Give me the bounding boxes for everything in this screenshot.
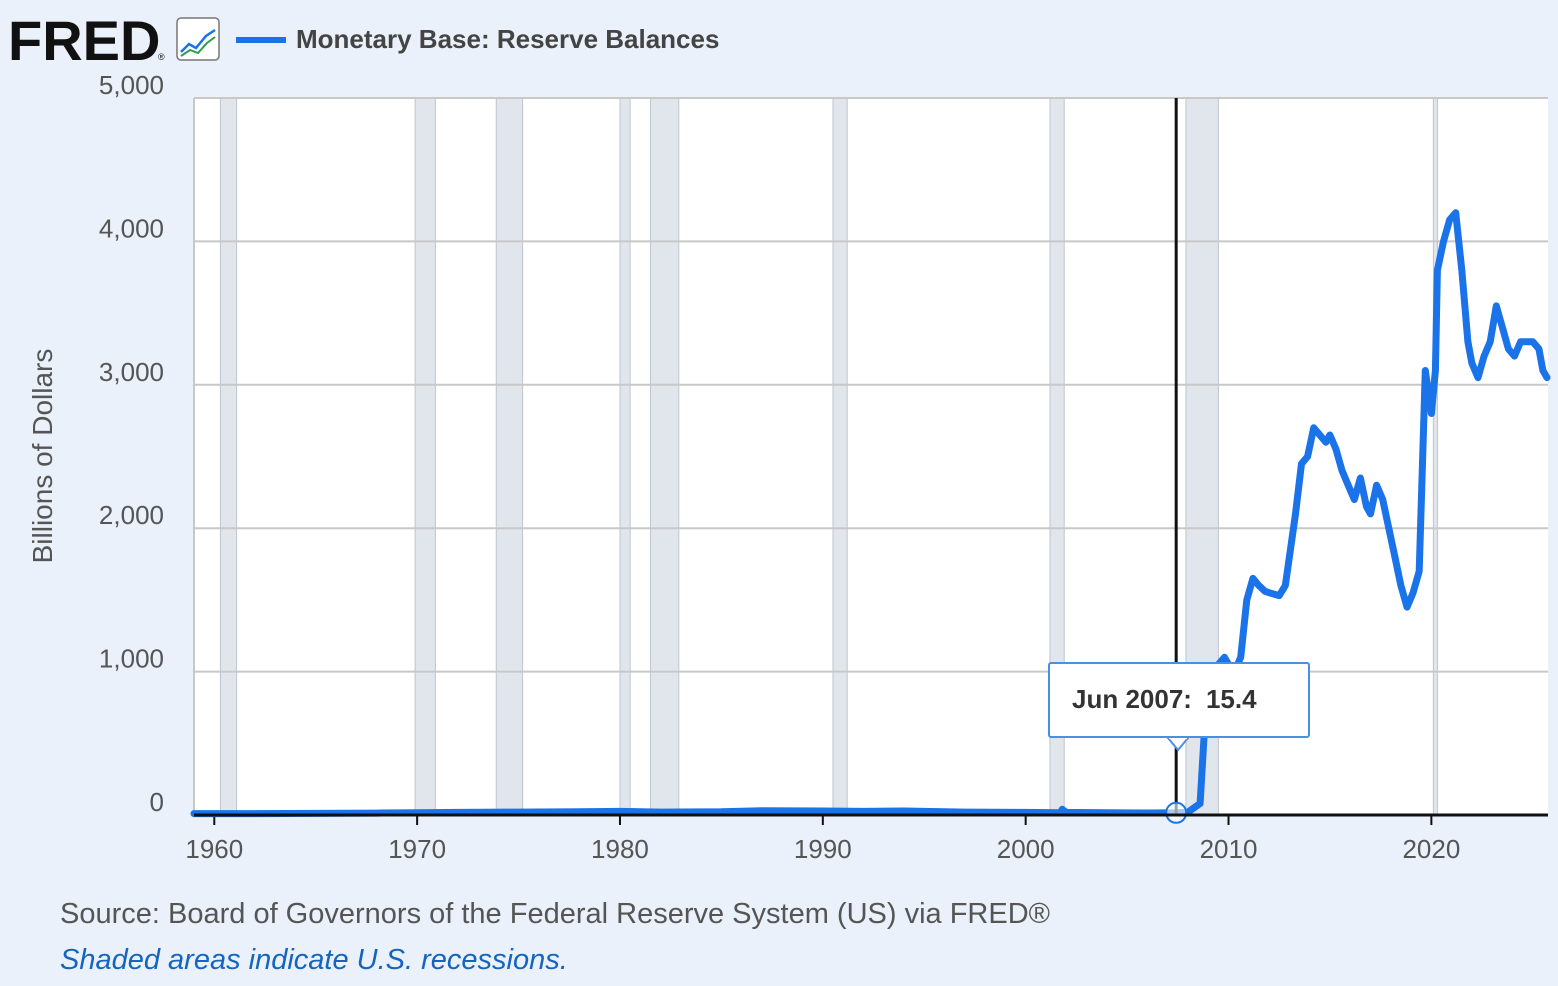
grid-lines <box>193 97 1548 815</box>
chart-type-icon[interactable] <box>176 17 220 61</box>
y-axis-label: Billions of Dollars <box>27 349 58 564</box>
fred-logo[interactable]: FRED <box>8 9 160 72</box>
y-tick-label: 4,000 <box>99 213 164 243</box>
y-tick-label: 0 <box>150 787 164 817</box>
recession-note: Shaded areas indicate U.S. recessions. <box>60 944 568 976</box>
plot-area <box>194 98 1548 815</box>
recession-band <box>649 97 680 816</box>
x-ticks: 1960 1970 1980 1990 2000 2010 2020 <box>185 815 1460 864</box>
y-tick-labels: 0 1,000 2,000 3,000 4,000 5,000 <box>99 70 164 817</box>
recession-band <box>1432 97 1438 816</box>
y-tick-label: 1,000 <box>99 644 164 674</box>
x-tick-label: 1990 <box>794 834 852 864</box>
recession-band <box>414 97 436 816</box>
hover-tooltip: Jun 2007: 15.4 <box>1048 662 1310 738</box>
tooltip-value: 15.4 <box>1205 684 1257 714</box>
chart: FRED ® Monetary Base: Reserve Balances 0… <box>8 9 1551 864</box>
series-line[interactable] <box>190 209 1551 818</box>
x-tick-label: 1960 <box>185 834 243 864</box>
x-tick-label: 2020 <box>1402 834 1460 864</box>
recession-band <box>619 97 631 816</box>
y-tick-label: 2,000 <box>99 500 164 530</box>
recession-band <box>832 97 848 816</box>
x-tick-label: 2000 <box>997 834 1055 864</box>
y-tick-label: 5,000 <box>99 70 164 100</box>
x-tick-label: 1970 <box>388 834 446 864</box>
series-title[interactable]: Monetary Base: Reserve Balances <box>296 24 719 54</box>
registered-mark-icon: ® <box>158 52 165 62</box>
recession-band <box>495 97 524 816</box>
x-tick-label: 2010 <box>1200 834 1258 864</box>
hover-marker <box>1165 801 1188 824</box>
y-tick-label: 3,000 <box>99 357 164 387</box>
x-tick-label: 1980 <box>591 834 649 864</box>
recession-band <box>219 97 238 816</box>
source-note: Source: Board of Governors of the Federa… <box>60 898 1051 930</box>
tooltip-date: Jun 2007: <box>1072 684 1192 714</box>
